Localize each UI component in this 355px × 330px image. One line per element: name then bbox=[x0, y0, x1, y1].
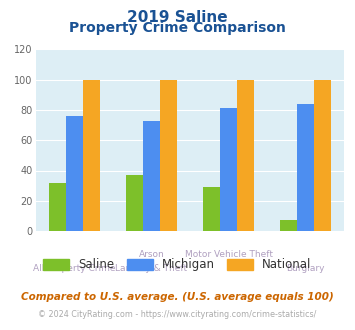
Bar bbox=[83, 80, 100, 231]
Text: Arson: Arson bbox=[138, 250, 164, 259]
Text: Property Crime Comparison: Property Crime Comparison bbox=[69, 21, 286, 35]
Bar bbox=[66, 116, 83, 231]
Bar bbox=[143, 120, 160, 231]
Bar bbox=[160, 80, 177, 231]
Text: © 2024 CityRating.com - https://www.cityrating.com/crime-statistics/: © 2024 CityRating.com - https://www.city… bbox=[38, 310, 317, 319]
Text: Compared to U.S. average. (U.S. average equals 100): Compared to U.S. average. (U.S. average … bbox=[21, 292, 334, 302]
Bar bbox=[49, 182, 66, 231]
Text: Motor Vehicle Theft: Motor Vehicle Theft bbox=[185, 250, 273, 259]
Bar bbox=[220, 109, 237, 231]
Legend: Saline, Michigan, National: Saline, Michigan, National bbox=[43, 258, 312, 271]
Bar bbox=[126, 175, 143, 231]
Text: 2019 Saline: 2019 Saline bbox=[127, 10, 228, 25]
Bar bbox=[314, 80, 331, 231]
Text: All Property Crime: All Property Crime bbox=[33, 264, 115, 273]
Text: Burglary: Burglary bbox=[286, 264, 325, 273]
Bar bbox=[237, 80, 254, 231]
Bar bbox=[280, 220, 297, 231]
Bar bbox=[203, 187, 220, 231]
Text: Larceny & Theft: Larceny & Theft bbox=[115, 264, 187, 273]
Bar bbox=[297, 104, 314, 231]
